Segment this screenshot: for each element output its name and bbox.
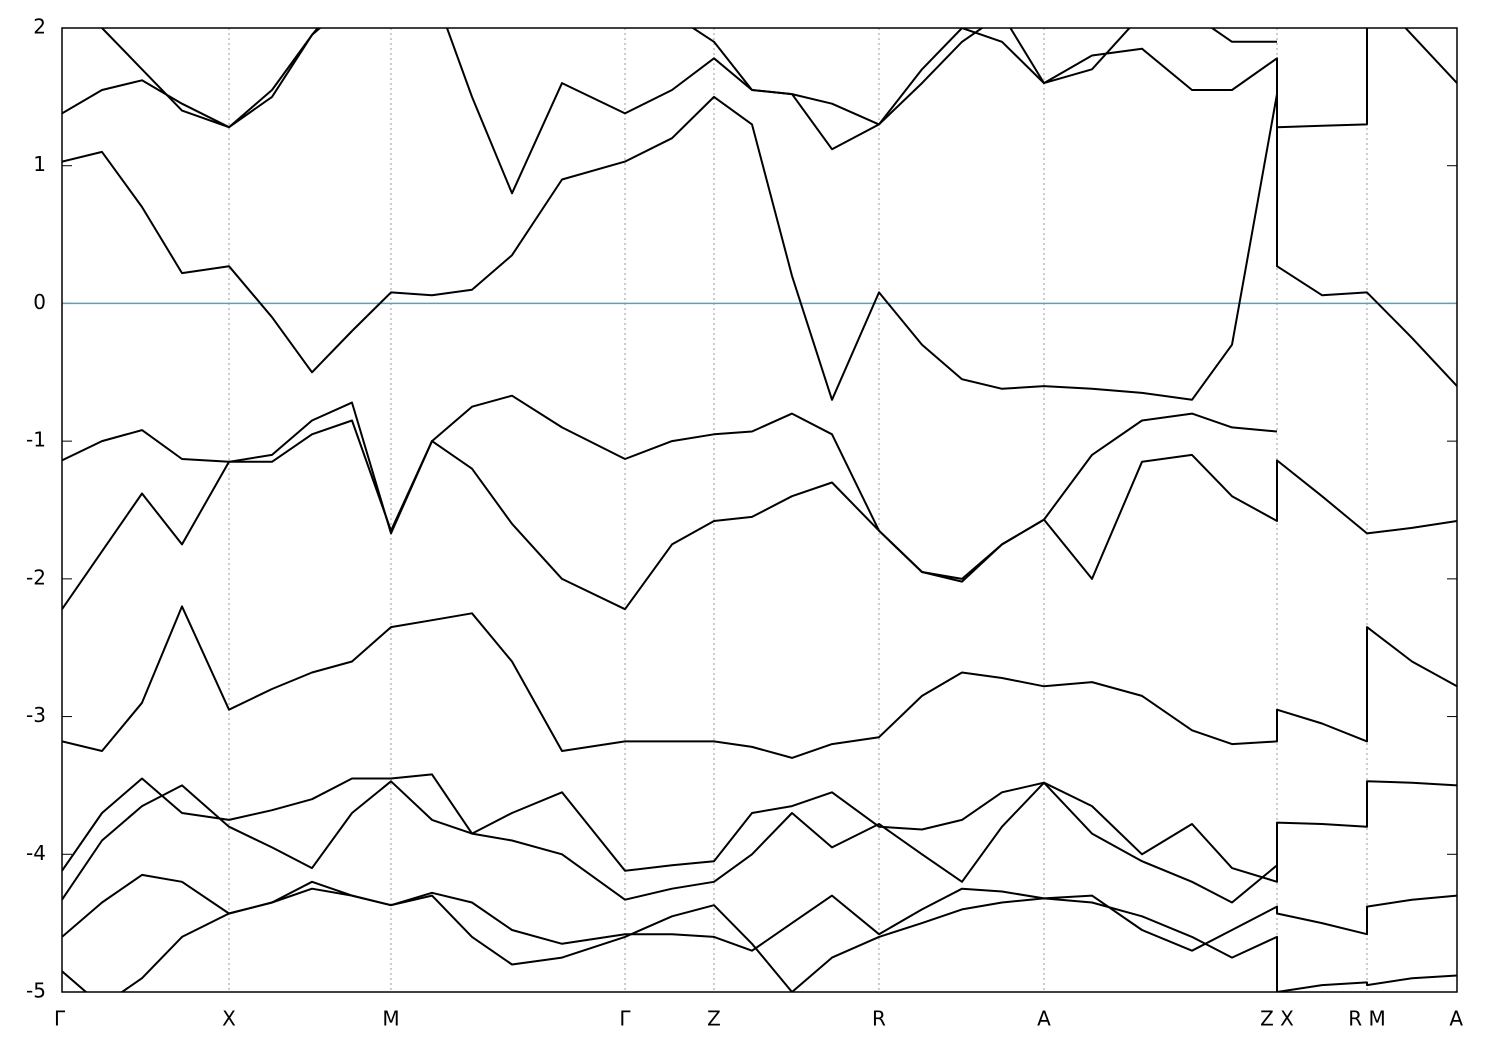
y-tick-label: -5	[26, 979, 46, 1003]
band-line	[62, 605, 1457, 759]
x-tick-label: Z	[707, 1007, 721, 1031]
band-line	[62, 394, 1457, 580]
y-tick-label: -4	[26, 841, 46, 865]
x-tick-label: M	[382, 1007, 399, 1031]
x-tick-label: R	[872, 1007, 886, 1031]
y-tick-label: -3	[26, 703, 46, 727]
band-line	[62, 412, 1278, 611]
x-tick-label: Z X	[1260, 1007, 1294, 1031]
x-tick-label: X	[222, 1007, 236, 1031]
band-line	[62, 873, 1457, 952]
band-line	[100, 28, 1277, 151]
y-tick-label: 1	[33, 152, 46, 176]
x-tick-label: Γ	[619, 1007, 631, 1031]
x-tick-label: R M	[1348, 1007, 1386, 1031]
band-line	[62, 93, 1457, 401]
y-tick-label: 2	[33, 15, 46, 39]
band-line	[62, 773, 1457, 883]
plot-frame	[61, 27, 1458, 993]
band-line	[62, 887, 1457, 992]
y-tick-label: -1	[26, 428, 46, 452]
y-tick-label: -2	[26, 565, 46, 589]
band-line	[62, 780, 1278, 904]
x-tick-label: A	[1037, 1007, 1051, 1031]
plot-area	[62, 28, 1457, 992]
y-tick-label: 0	[33, 290, 46, 314]
x-tick-label: A	[1449, 1007, 1463, 1031]
x-tick-label: Γ	[54, 1007, 66, 1031]
